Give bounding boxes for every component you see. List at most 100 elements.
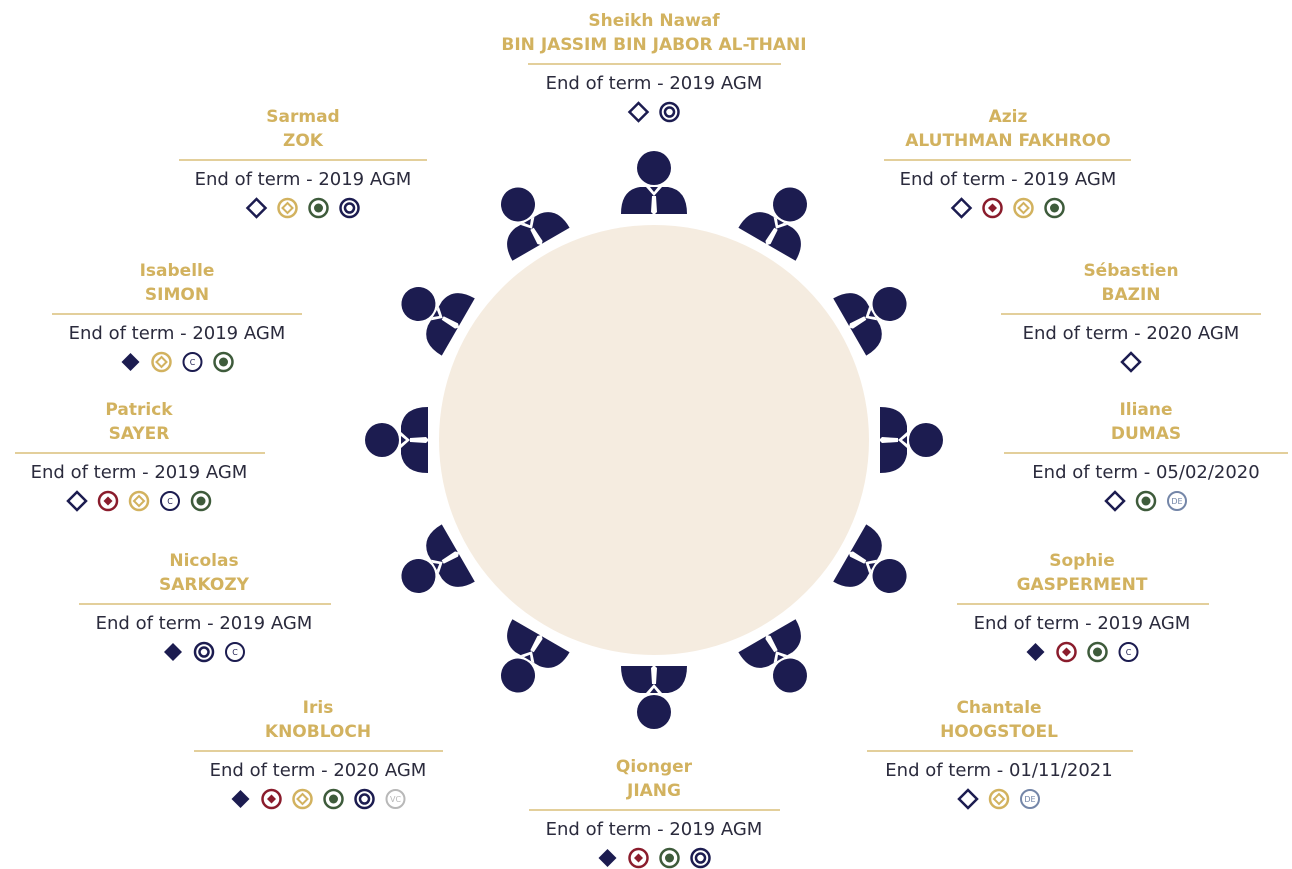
badge <box>232 790 250 808</box>
badge-text: C <box>167 497 173 506</box>
badge <box>630 849 648 867</box>
person-icon <box>621 665 687 729</box>
badge <box>130 492 148 510</box>
first-name: Sophie <box>1049 551 1115 571</box>
badge: DE <box>1168 492 1186 510</box>
inner <box>219 358 228 367</box>
badge <box>99 492 117 510</box>
inner <box>329 795 338 804</box>
head <box>637 151 671 185</box>
diamond-filled <box>1027 643 1045 661</box>
inner <box>1093 648 1102 657</box>
badge <box>661 103 679 121</box>
badge <box>263 790 281 808</box>
term: End of term - 2019 AGM <box>546 73 763 94</box>
diamond-outline <box>68 492 86 510</box>
term: End of term - 2019 AGM <box>96 613 313 634</box>
badge-text: C <box>232 648 238 657</box>
badge <box>984 199 1002 217</box>
badge <box>248 199 266 217</box>
board-diagram: Sheikh Nawaf BIN JASSIM BIN JABOR AL-THAN… <box>0 0 1292 869</box>
badge <box>959 790 977 808</box>
badge <box>164 643 182 661</box>
diamond-outline <box>248 199 266 217</box>
person-icon <box>879 407 943 473</box>
diamond-outline <box>630 103 648 121</box>
badge <box>341 199 359 217</box>
badge <box>599 849 617 867</box>
diamond-filled <box>232 790 250 808</box>
first-name: Iris <box>303 698 334 718</box>
badge <box>1015 199 1033 217</box>
inner <box>994 794 1004 804</box>
badge <box>294 790 312 808</box>
badge <box>325 790 343 808</box>
person-icon <box>365 407 429 473</box>
diamond-outline <box>953 199 971 217</box>
inner <box>104 497 113 506</box>
term: End of term - 2019 AGM <box>900 169 1117 190</box>
ring <box>341 199 359 217</box>
inner <box>360 795 369 804</box>
ring <box>195 643 213 661</box>
last-name: BIN JASSIM BIN JABOR AL-THANI <box>501 35 806 55</box>
inner <box>665 854 674 863</box>
term: End of term - 2020 AGM <box>210 760 427 781</box>
first-name: Qionger <box>616 757 693 777</box>
badge <box>122 353 140 371</box>
inner <box>283 203 293 213</box>
badge <box>1058 643 1076 661</box>
first-name: Aziz <box>989 107 1028 127</box>
badge <box>990 790 1008 808</box>
badge <box>630 103 648 121</box>
first-name: Sébastien <box>1083 261 1178 281</box>
person-icon <box>621 151 687 215</box>
last-name: DUMAS <box>1111 424 1181 444</box>
badge <box>68 492 86 510</box>
diamond-filled <box>599 849 617 867</box>
badge <box>195 643 213 661</box>
inner <box>314 204 323 213</box>
inner <box>665 108 674 117</box>
inner <box>696 854 705 863</box>
inner <box>267 795 276 804</box>
badge-text: C <box>1126 648 1132 657</box>
last-name: ALUTHMAN FAKHROO <box>905 131 1110 151</box>
head <box>909 423 943 457</box>
badge <box>215 353 233 371</box>
last-name: HOOGSTOEL <box>940 722 1058 742</box>
term: End of term - 2019 AGM <box>69 323 286 344</box>
diamond-outline <box>959 790 977 808</box>
badge-text: DE <box>1171 497 1182 506</box>
badge <box>279 199 297 217</box>
ring <box>661 103 679 121</box>
last-name: BAZIN <box>1102 285 1161 305</box>
badge: C <box>1120 643 1138 661</box>
badge-text: C <box>190 358 196 367</box>
last-name: SAYER <box>109 424 170 444</box>
term: End of term - 2019 AGM <box>546 819 763 840</box>
inner <box>1142 497 1151 506</box>
inner <box>988 204 997 213</box>
last-name: JIANG <box>626 781 681 801</box>
badge <box>1089 643 1107 661</box>
ring <box>692 849 710 867</box>
badge <box>1106 492 1124 510</box>
badge: DE <box>1021 790 1039 808</box>
badge-text: VC <box>390 795 401 804</box>
first-name: Nicolas <box>169 551 238 571</box>
badge: C <box>184 353 202 371</box>
badge <box>1122 353 1140 371</box>
inner <box>1050 204 1059 213</box>
first-name: Sheikh Nawaf <box>588 11 720 31</box>
head <box>365 423 399 457</box>
last-name: KNOBLOCH <box>265 722 371 742</box>
diamond-filled <box>164 643 182 661</box>
badge <box>953 199 971 217</box>
badge: C <box>161 492 179 510</box>
term: End of term - 2019 AGM <box>974 613 1191 634</box>
badge <box>661 849 679 867</box>
inner <box>634 854 643 863</box>
term: End of term - 2019 AGM <box>31 462 248 483</box>
first-name: Patrick <box>105 400 173 420</box>
